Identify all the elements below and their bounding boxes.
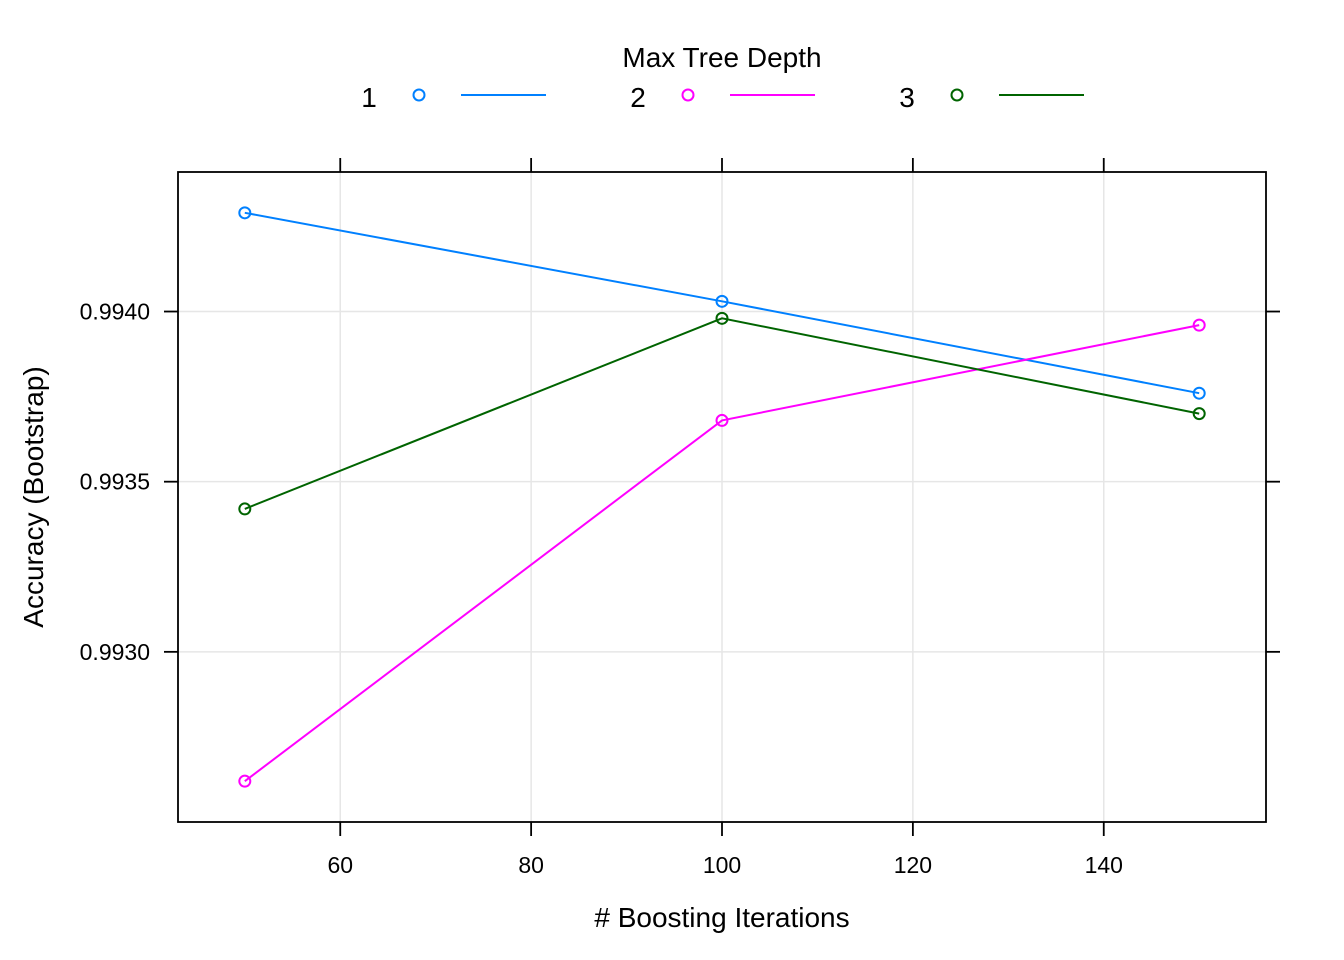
series-group xyxy=(238,206,1206,788)
x-tick-label: 60 xyxy=(327,852,353,878)
data-point-1 xyxy=(715,294,729,308)
legend-label-3: 3 xyxy=(899,82,915,113)
axis-ticks: 60 80 100 120 140 0.9930 0.9935 0.9940 xyxy=(80,158,1280,878)
legend-marker-3 xyxy=(950,88,964,102)
grid xyxy=(178,172,1266,822)
data-point-3 xyxy=(715,311,729,325)
y-tick-label: 0.9940 xyxy=(80,299,150,325)
legend-label-2: 2 xyxy=(630,82,646,113)
data-point-2 xyxy=(238,774,252,788)
data-point-1 xyxy=(238,206,252,220)
data-point-2 xyxy=(1192,318,1206,332)
legend-marker-1 xyxy=(412,88,426,102)
y-tick-label: 0.9935 xyxy=(80,469,150,495)
series-line-2 xyxy=(244,324,1200,782)
data-point-1 xyxy=(1192,386,1206,400)
x-tick-label: 140 xyxy=(1085,852,1123,878)
legend: 1 2 3 xyxy=(361,82,1084,113)
data-point-3 xyxy=(238,502,252,516)
y-axis-label: Accuracy (Bootstrap) xyxy=(18,366,49,627)
legend-label-1: 1 xyxy=(361,82,377,113)
data-point-2 xyxy=(715,413,729,427)
legend-title: Max Tree Depth xyxy=(622,42,821,73)
series-line-3 xyxy=(244,317,1200,510)
legend-marker-2 xyxy=(681,88,695,102)
data-point-3 xyxy=(1192,407,1206,421)
x-tick-label: 120 xyxy=(894,852,932,878)
x-tick-label: 100 xyxy=(703,852,741,878)
series-line-1 xyxy=(244,211,1200,395)
y-tick-label: 0.9930 xyxy=(80,639,150,665)
x-axis-label: # Boosting Iterations xyxy=(594,902,849,933)
x-tick-label: 80 xyxy=(518,852,544,878)
